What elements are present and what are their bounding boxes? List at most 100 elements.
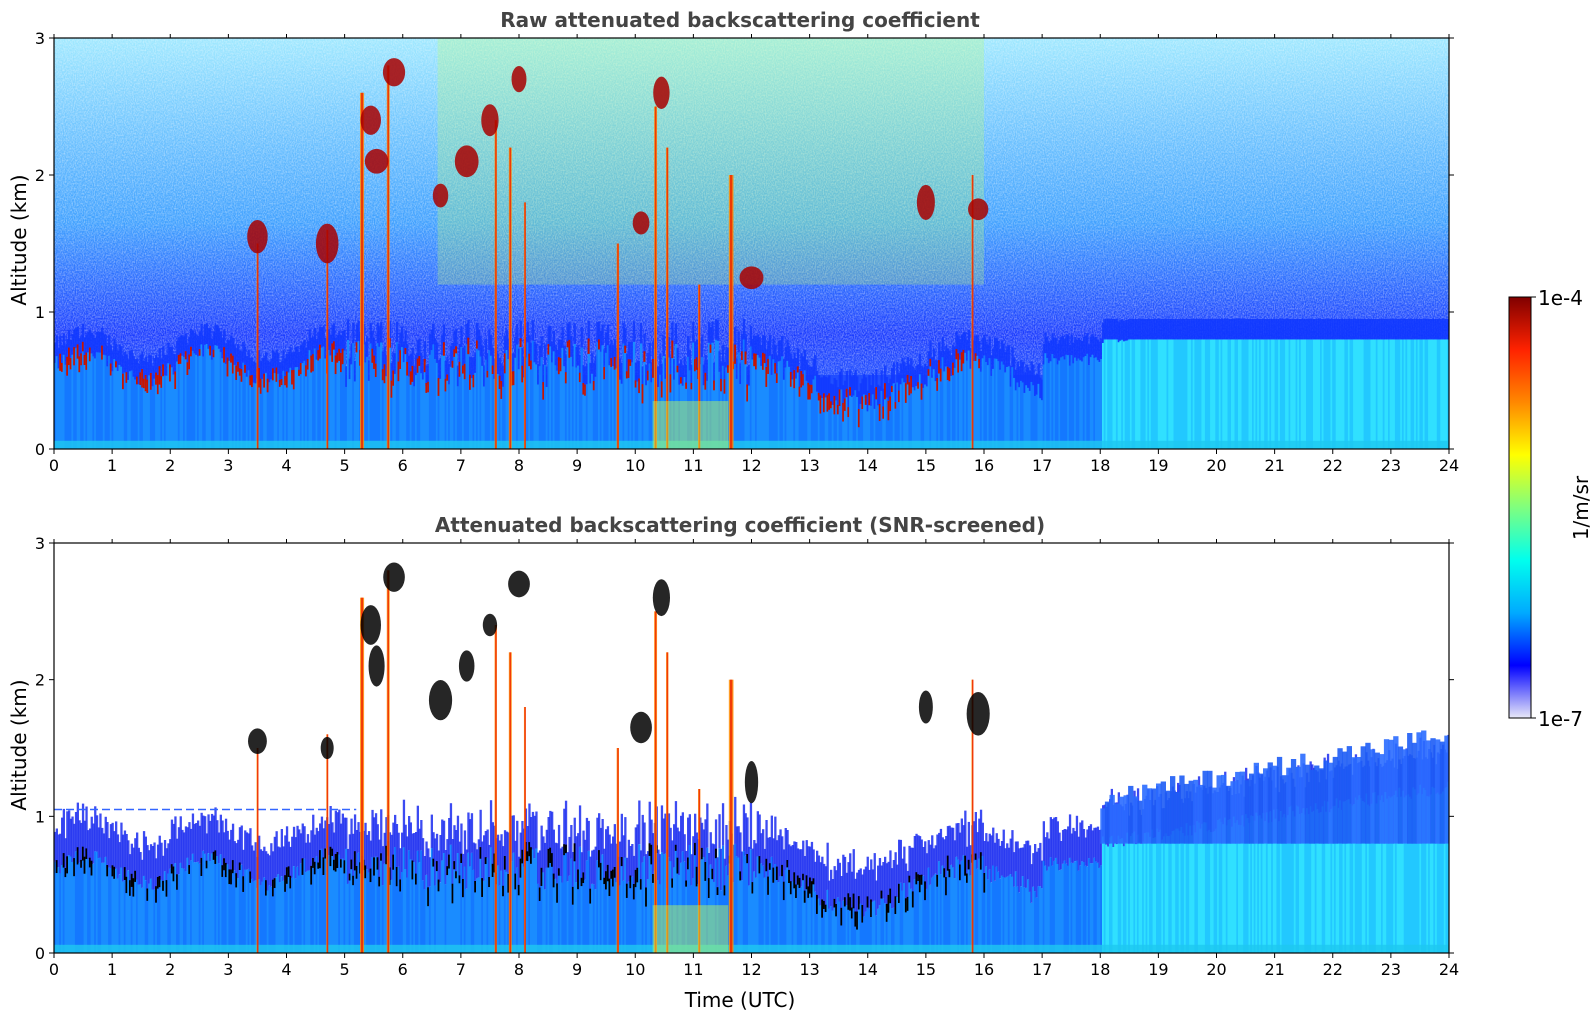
boundary-layer-column bbox=[1220, 822, 1223, 953]
boundary-layer-column bbox=[833, 901, 836, 953]
boundary-layer-column bbox=[83, 357, 86, 449]
boundary-layer-column bbox=[1002, 364, 1005, 449]
layer-top-band bbox=[1265, 318, 1269, 340]
boundary-layer-column bbox=[920, 386, 923, 449]
layer-top-band bbox=[843, 380, 847, 402]
boundary-layer-column bbox=[577, 365, 580, 449]
layer-top-band bbox=[636, 824, 639, 871]
boundary-layer-column bbox=[1227, 339, 1230, 449]
layer-top-band bbox=[237, 839, 240, 879]
layer-top-band bbox=[327, 824, 331, 856]
y-tick-label: 3 bbox=[35, 29, 45, 48]
boundary-layer-column bbox=[768, 865, 772, 953]
layer-top-band bbox=[995, 833, 998, 867]
layer-top-band bbox=[627, 839, 630, 882]
boundary-layer-column bbox=[564, 847, 568, 953]
layer-top-band bbox=[231, 337, 235, 359]
layer-top-band bbox=[887, 383, 890, 404]
boundary-layer-column bbox=[153, 378, 156, 449]
boundary-layer-column bbox=[76, 347, 79, 449]
colorbar-gradient bbox=[1508, 296, 1532, 719]
layer-top-band bbox=[125, 354, 128, 375]
boundary-layer-column bbox=[1316, 809, 1319, 953]
boundary-layer-column bbox=[1211, 339, 1215, 449]
boundary-layer-column bbox=[924, 884, 927, 953]
layer-top-band bbox=[911, 847, 915, 895]
boundary-layer-column bbox=[423, 361, 426, 449]
layer-top-band bbox=[516, 820, 519, 868]
layer-top-band bbox=[1271, 318, 1274, 340]
boundary-layer-column bbox=[830, 404, 833, 449]
night-residual-layer bbox=[1263, 768, 1269, 844]
precip-core bbox=[257, 748, 259, 953]
cloud-cell bbox=[125, 372, 128, 383]
boundary-layer-column bbox=[198, 351, 201, 449]
cloud-cell bbox=[605, 871, 607, 890]
precip-core bbox=[729, 679, 733, 953]
boundary-layer-column bbox=[1042, 364, 1045, 449]
cloud-cell bbox=[891, 386, 893, 393]
layer-top-band bbox=[76, 802, 79, 850]
cloud-cell bbox=[134, 870, 137, 882]
boundary-layer-column bbox=[953, 878, 957, 953]
precip-core bbox=[971, 679, 974, 953]
layer-top-band bbox=[496, 834, 500, 866]
boundary-layer-column bbox=[1410, 798, 1413, 953]
x-tick-label: 12 bbox=[741, 960, 761, 979]
cloud-cell bbox=[498, 375, 501, 389]
layer-top-band bbox=[1109, 318, 1112, 340]
boundary-layer-column bbox=[770, 374, 773, 449]
boundary-layer-column bbox=[694, 361, 697, 449]
boundary-layer-column bbox=[214, 853, 217, 953]
boundary-layer-column bbox=[176, 877, 179, 953]
boundary-layer-column bbox=[760, 365, 763, 449]
layer-top-band bbox=[714, 319, 718, 340]
boundary-layer-column bbox=[268, 382, 271, 449]
layer-top-band bbox=[707, 853, 711, 881]
boundary-layer-column bbox=[1297, 339, 1300, 449]
layer-top-band bbox=[875, 369, 878, 390]
layer-top-band bbox=[1292, 318, 1295, 340]
boundary-layer-column bbox=[734, 347, 737, 449]
boundary-layer-column bbox=[1011, 367, 1014, 449]
cloud-cell bbox=[155, 886, 158, 903]
layer-top-band bbox=[1412, 318, 1415, 340]
boundary-layer-column bbox=[217, 348, 221, 449]
layer-top-band bbox=[299, 833, 303, 864]
boundary-layer-column bbox=[849, 389, 852, 449]
cloud-cell bbox=[364, 865, 367, 879]
boundary-layer-column bbox=[694, 845, 697, 953]
layer-top-band bbox=[777, 835, 780, 883]
layer-top-band bbox=[946, 826, 950, 859]
layer-top-band bbox=[258, 835, 261, 879]
layer-top-band bbox=[1018, 366, 1021, 388]
layer-top-band bbox=[458, 344, 461, 365]
layer-top-band bbox=[700, 336, 704, 358]
boundary-layer-column bbox=[591, 373, 594, 449]
layer-top-band bbox=[1030, 361, 1033, 382]
boundary-layer-column bbox=[631, 876, 634, 953]
boundary-layer-column bbox=[71, 862, 74, 953]
layer-top-band bbox=[162, 855, 165, 884]
cloud-cell bbox=[833, 898, 836, 908]
layer-top-band bbox=[816, 850, 819, 898]
boundary-layer-column bbox=[465, 888, 468, 953]
layer-top-band bbox=[1309, 318, 1312, 340]
cloud-cell bbox=[81, 341, 84, 352]
boundary-layer-column bbox=[819, 398, 822, 449]
boundary-layer-column bbox=[807, 889, 810, 953]
boundary-layer-column bbox=[683, 377, 686, 449]
boundary-layer-column bbox=[502, 888, 505, 953]
night-residual-layer bbox=[1188, 780, 1194, 844]
cloud-cell bbox=[519, 338, 522, 348]
boundary-layer-column bbox=[1149, 836, 1152, 953]
boundary-layer-column bbox=[1021, 876, 1025, 953]
layer-top-band bbox=[690, 854, 693, 886]
cloud-cell bbox=[462, 879, 464, 898]
layer-top-band bbox=[512, 353, 515, 374]
boundary-layer-column bbox=[489, 355, 493, 449]
boundary-layer-column bbox=[1023, 887, 1026, 953]
layer-top-band bbox=[1070, 833, 1073, 863]
layer-top-band bbox=[1067, 826, 1070, 866]
boundary-layer-column bbox=[619, 379, 622, 449]
